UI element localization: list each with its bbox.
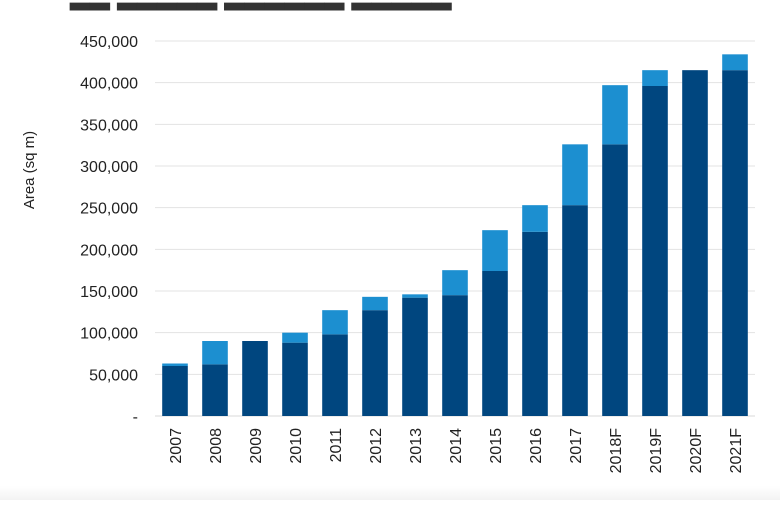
x-tick-label: 2015 [488,428,505,464]
bar-segment-base [282,342,308,416]
bar-segment-base [602,144,628,417]
bar-segment-addition [522,205,548,232]
y-tick-label: 200,000 [80,242,138,259]
bar-segment-addition [442,270,468,296]
bar-segment-base [682,70,708,417]
y-tick-label: - [133,409,138,426]
bar-segment-base [522,231,548,416]
y-axis-title: Area (sq m) [21,131,38,209]
x-tick-label: 2010 [288,428,305,464]
bar-segment-addition [482,230,508,271]
bar-segment-base [162,366,188,416]
bar-segment-addition [602,85,628,145]
x-tick-label: 2009 [248,428,265,464]
y-tick-label: 350,000 [80,117,138,134]
bar-segment-addition [362,296,388,311]
x-tick-label: 2014 [448,428,465,464]
y-tick-label: 450,000 [80,34,138,51]
bar-segment-base [642,86,668,416]
chart-title-fragment: ▂▂ ▂▂▂▂▂ ▂▂▂▂▂▂ ▂▂▂▂▂ [69,0,453,11]
x-tick-label: 2016 [528,428,545,464]
x-tick-label: 2007 [168,428,185,464]
bar-segment-addition [642,70,668,86]
bar-segment-base [402,297,428,416]
bar-segment-base [322,334,348,416]
x-tick-label: 2008 [208,428,225,464]
y-tick-label: 150,000 [80,284,138,301]
svg-text:▂▂ ▂▂▂▂▂ ▂▂▂▂▂▂ ▂▂▂▂▂: ▂▂ ▂▂▂▂▂ ▂▂▂▂▂▂ ▂▂▂▂▂ [69,0,453,11]
bar-segment-base [242,341,268,416]
x-tick-label: 2021F [728,428,745,474]
x-axis-ticks: 2007 2008 2009 2010 2011 2012 2013 2014 2015 2016… [168,428,745,474]
x-tick-label: 2019F [648,428,665,474]
x-tick-label: 2012 [368,428,385,464]
y-tick-label: 50,000 [89,367,138,384]
x-tick-label: 2013 [408,428,425,464]
bar-segment-base [482,271,508,416]
x-tick-label: 2011 [328,428,345,463]
bar-segment-addition [402,294,428,298]
y-tick-label: 100,000 [80,326,138,343]
x-tick-label: 2017 [568,428,585,464]
bar-segment-addition [162,363,188,366]
bar-segment-addition [202,341,228,365]
bars [162,54,748,417]
y-tick-label: 250,000 [80,201,138,218]
bar-segment-base [562,205,588,416]
y-tick-label: 300,000 [80,159,138,176]
bar-segment-base [722,70,748,417]
bar-segment-addition [322,310,348,335]
bar-segment-base [442,295,468,416]
bar-segment-addition [722,54,748,71]
bottom-fade [0,486,780,500]
x-tick-label: 2020F [688,428,705,474]
bar-segment-base [202,364,228,416]
y-tick-label: 400,000 [80,76,138,93]
bar-segment-base [362,310,388,416]
x-tick-label: 2018F [608,428,625,474]
bar-segment-addition [282,332,308,343]
bar-segment-addition [562,144,588,206]
y-axis-ticks: - 50,000 100,000 150,000 200,000 250,000 300,0… [80,34,138,426]
